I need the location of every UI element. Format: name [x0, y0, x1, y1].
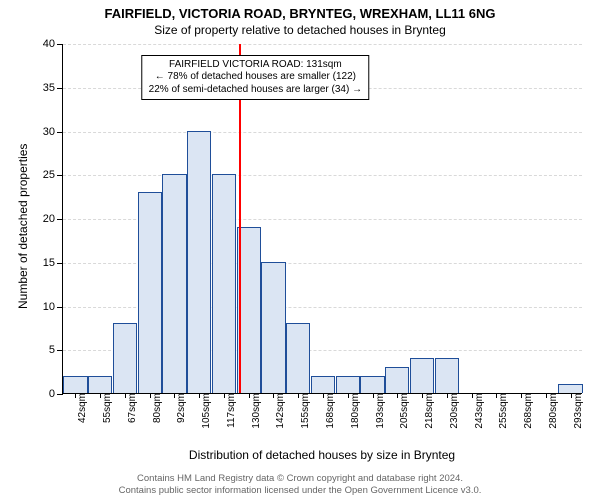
y-tick-label: 35 [43, 82, 63, 94]
y-tick-label: 15 [43, 257, 63, 269]
chart-title-main: FAIRFIELD, VICTORIA ROAD, BRYNTEG, WREXH… [0, 0, 600, 21]
x-tick-label: 293sqm [571, 393, 584, 429]
annotation-line: 22% of semi-detached houses are larger (… [149, 84, 362, 97]
chart-title-sub: Size of property relative to detached ho… [0, 21, 600, 37]
x-tick-label: 130sqm [249, 393, 262, 429]
annotation-box: FAIRFIELD VICTORIA ROAD: 131sqm← 78% of … [142, 55, 369, 101]
histogram-bar [138, 192, 162, 393]
histogram-bar [410, 358, 434, 393]
y-tick-label: 10 [43, 301, 63, 313]
chart-container: FAIRFIELD, VICTORIA ROAD, BRYNTEG, WREXH… [0, 0, 600, 500]
histogram-bar [336, 376, 360, 394]
histogram-bar [286, 323, 310, 393]
plot-area: 051015202530354042sqm55sqm67sqm80sqm92sq… [62, 44, 582, 394]
histogram-bar [88, 376, 112, 394]
y-tick-label: 40 [43, 38, 63, 50]
y-tick-label: 20 [43, 213, 63, 225]
x-tick-label: 168sqm [323, 393, 336, 429]
x-axis-title: Distribution of detached houses by size … [62, 448, 582, 462]
x-tick-label: 67sqm [125, 393, 138, 423]
x-tick-label: 243sqm [472, 393, 485, 429]
y-tick-label: 30 [43, 126, 63, 138]
x-tick-label: 117sqm [224, 393, 237, 428]
histogram-bar [435, 358, 459, 393]
grid-line [63, 44, 582, 45]
footer-line-1: Contains HM Land Registry data © Crown c… [0, 473, 600, 484]
x-tick-label: 255sqm [496, 393, 509, 429]
histogram-bar [212, 174, 236, 393]
grid-line [63, 132, 582, 133]
x-tick-label: 92sqm [174, 393, 187, 423]
x-tick-label: 230sqm [447, 393, 460, 429]
x-tick-label: 155sqm [298, 393, 311, 429]
y-tick-label: 0 [49, 388, 63, 400]
x-tick-label: 193sqm [373, 393, 386, 429]
grid-line [63, 175, 582, 176]
histogram-bar [385, 367, 409, 393]
x-tick-label: 205sqm [397, 393, 410, 429]
annotation-line: ← 78% of detached houses are smaller (12… [149, 71, 362, 84]
x-tick-label: 280sqm [546, 393, 559, 429]
histogram-bar [113, 323, 137, 393]
histogram-bar [360, 376, 384, 394]
x-tick-label: 268sqm [521, 393, 534, 429]
x-tick-label: 80sqm [150, 393, 163, 423]
footer-line-2: Contains public sector information licen… [0, 485, 600, 496]
y-tick-label: 5 [49, 344, 63, 356]
footer-attribution: Contains HM Land Registry data © Crown c… [0, 473, 600, 496]
histogram-bar [63, 376, 87, 394]
x-tick-label: 42sqm [75, 393, 88, 423]
histogram-bar [558, 384, 582, 393]
x-tick-label: 180sqm [348, 393, 361, 429]
histogram-bar [311, 376, 335, 394]
x-tick-label: 218sqm [422, 393, 435, 429]
histogram-bar [261, 262, 285, 393]
y-tick-label: 25 [43, 169, 63, 181]
y-axis-title: Number of detached properties [16, 144, 30, 309]
x-tick-label: 55sqm [100, 393, 113, 423]
histogram-bar [162, 174, 186, 393]
histogram-bar [187, 131, 211, 394]
x-tick-label: 105sqm [199, 393, 212, 429]
x-tick-label: 142sqm [273, 393, 286, 429]
annotation-line: FAIRFIELD VICTORIA ROAD: 131sqm [149, 59, 362, 72]
